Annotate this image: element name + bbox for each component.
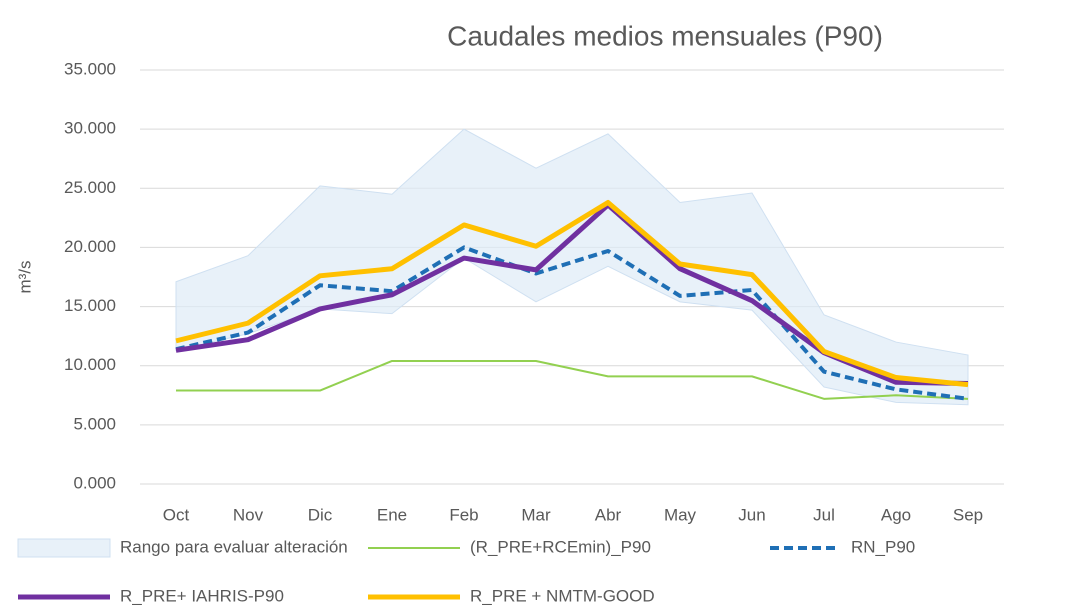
x-tick-label: Dic: [308, 505, 333, 524]
y-tick-label: 0.000: [73, 473, 116, 492]
legend-label: R_PRE+ IAHRIS-P90: [120, 586, 284, 605]
x-tick-label: Jul: [813, 505, 835, 524]
series-line: [175, 245, 969, 401]
legend-label: (R_PRE+RCEmin)_P90: [470, 537, 651, 556]
y-tick-label: 20.000: [64, 237, 116, 256]
x-tick-label: Ago: [881, 505, 911, 524]
legend-label: Rango para evaluar alteración: [120, 537, 348, 556]
legend-label: RN_P90: [851, 537, 915, 556]
x-tick-label: Jun: [738, 505, 765, 524]
x-tick-label: Ene: [377, 505, 407, 524]
x-tick-label: Abr: [595, 505, 622, 524]
x-tick-label: Nov: [233, 505, 264, 524]
y-tick-label: 25.000: [64, 178, 116, 197]
x-tick-label: Mar: [521, 505, 551, 524]
legend-label: R_PRE + NMTM-GOOD: [470, 586, 655, 605]
y-tick-label: 35.000: [64, 59, 116, 78]
y-axis-label: m³/s: [15, 260, 34, 293]
x-tick-label: Oct: [163, 505, 190, 524]
series-line: [175, 199, 969, 388]
x-tick-label: May: [664, 505, 697, 524]
y-tick-label: 10.000: [64, 355, 116, 374]
y-tick-label: 30.000: [64, 119, 116, 138]
range-area: [175, 128, 969, 406]
x-tick-label: Feb: [449, 505, 478, 524]
chart-title: Caudales medios mensuales (P90): [447, 20, 883, 51]
y-tick-label: 5.000: [73, 414, 116, 433]
x-tick-label: Sep: [953, 505, 983, 524]
y-tick-label: 15.000: [64, 296, 116, 315]
series-line: [176, 359, 969, 400]
legend-swatch: [17, 538, 111, 558]
